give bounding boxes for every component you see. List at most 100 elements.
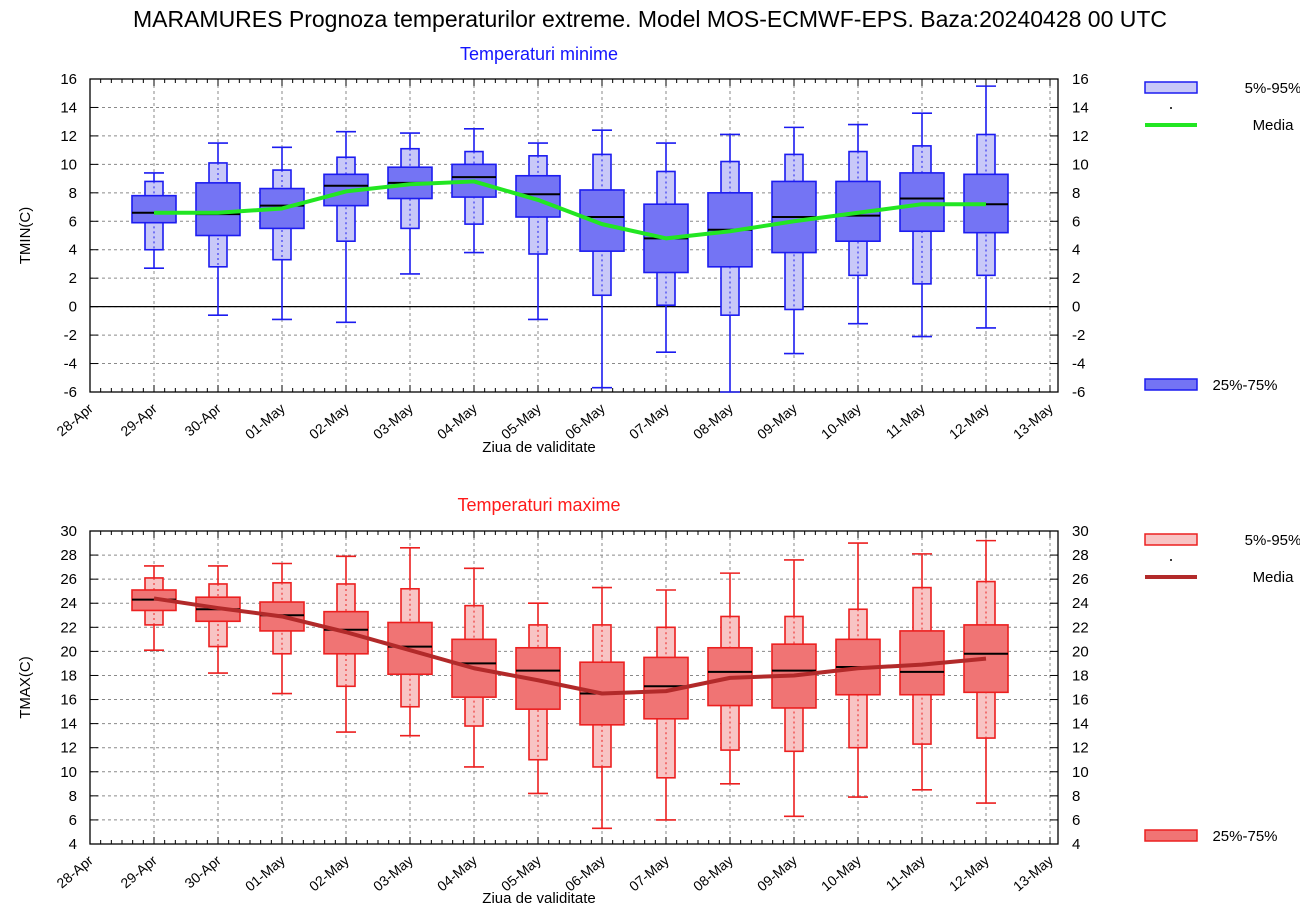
y-tick-label-right: 4 bbox=[1072, 836, 1080, 853]
box-05-May bbox=[515, 142, 561, 321]
box-09-May bbox=[771, 559, 817, 818]
x-tick-label: 04-May bbox=[434, 400, 480, 442]
x-tick-label: 05-May bbox=[498, 852, 544, 894]
x-tick-label: 08-May bbox=[690, 852, 736, 894]
y-tick-label-left: 22 bbox=[60, 619, 77, 636]
y-tick-label-right: 18 bbox=[1072, 667, 1089, 684]
legend-label-5-95: 5%-95% bbox=[1245, 80, 1300, 97]
plot-frame bbox=[89, 78, 1059, 393]
chart-panel-tmin: Temperaturi minime -6 -6 -4 -4 -2 -2 0 0 2 2 4 4 6 6 8 8… bbox=[17, 44, 1300, 456]
x-tick-label: 10-May bbox=[818, 400, 864, 442]
y-tick-label-left: 8 bbox=[69, 185, 77, 202]
y-tick-label-right: 14 bbox=[1072, 99, 1089, 116]
y-tick-label-right: 2 bbox=[1072, 270, 1080, 287]
box-06-May bbox=[579, 129, 625, 389]
legend: 5%-95% Media 25%-75% bbox=[1144, 80, 1300, 394]
box-p25-p75 bbox=[195, 182, 241, 237]
y-tick-label-left: 4 bbox=[69, 242, 77, 259]
y-tick-label-left: 14 bbox=[60, 716, 77, 733]
box-29-Apr bbox=[131, 172, 177, 270]
legend-swatch-5-95 bbox=[1144, 81, 1198, 94]
x-tick-label: 06-May bbox=[562, 400, 608, 442]
y-tick-label-left: 26 bbox=[60, 571, 77, 588]
box-p25-p75 bbox=[131, 194, 177, 224]
x-tick-label: 01-May bbox=[242, 852, 288, 894]
x-tick-label: 11-May bbox=[883, 852, 928, 894]
box-12-May bbox=[963, 539, 1009, 804]
y-tick-label-left: 6 bbox=[69, 213, 77, 230]
box-p25-p75 bbox=[323, 610, 369, 655]
y-tick-label-right: 12 bbox=[1072, 128, 1089, 145]
x-tick-label: 09-May bbox=[754, 852, 800, 894]
legend-swatch-25-75 bbox=[1144, 378, 1198, 391]
legend: 5%-95% Media 25%-75% bbox=[1144, 532, 1300, 845]
legend-dot bbox=[1170, 559, 1172, 561]
x-tick-label: 09-May bbox=[754, 400, 800, 442]
x-tick-label: 07-May bbox=[626, 400, 672, 442]
y-tick-label-right: 22 bbox=[1072, 619, 1089, 636]
y-tick-label-right: 6 bbox=[1072, 812, 1080, 829]
x-tick-label: 29-Apr bbox=[117, 400, 160, 439]
box-30-Apr bbox=[195, 142, 241, 316]
box-02-May bbox=[323, 555, 369, 733]
x-tick-label: 10-May bbox=[818, 852, 864, 894]
legend-label-25-75: 25%-75% bbox=[1212, 828, 1277, 845]
y-tick-label-left: 16 bbox=[60, 692, 77, 709]
x-tick-label: 13-May bbox=[1010, 852, 1056, 894]
x-tick-label: 28-Apr bbox=[53, 400, 96, 439]
y-tick-label-right: 16 bbox=[1072, 71, 1089, 88]
legend-dot bbox=[1170, 107, 1172, 109]
legend-swatch-25-75 bbox=[1144, 829, 1198, 842]
y-tick-label-left: -6 bbox=[64, 384, 77, 401]
y-tick-label-left: 4 bbox=[69, 836, 77, 853]
box-11-May bbox=[899, 112, 945, 338]
y-tick-label-right: 6 bbox=[1072, 213, 1080, 230]
x-tick-label: 05-May bbox=[498, 400, 544, 442]
y-tick-label-left: 28 bbox=[60, 547, 77, 564]
box-03-May bbox=[387, 132, 433, 275]
chart-title: Temperaturi maxime bbox=[457, 495, 620, 515]
y-tick-label-left: -4 bbox=[64, 356, 77, 373]
y-tick-label-right: 14 bbox=[1072, 716, 1089, 733]
y-tick-label-left: 24 bbox=[60, 595, 77, 612]
x-tick-label: 06-May bbox=[562, 852, 608, 894]
box-p25-p75 bbox=[899, 172, 945, 233]
y-tick-label-right: 0 bbox=[1072, 299, 1080, 316]
box-06-May bbox=[579, 586, 625, 830]
x-tick-label: 29-Apr bbox=[117, 852, 160, 891]
y-tick-label-left: 2 bbox=[69, 270, 77, 287]
box-05-May bbox=[515, 602, 561, 795]
y-tick-label-left: 18 bbox=[60, 667, 77, 684]
box-02-May bbox=[323, 130, 369, 324]
main-title: MARAMURES Prognoza temperaturilor extrem… bbox=[132, 6, 1168, 32]
box-07-May bbox=[643, 142, 689, 353]
x-tick-label: 03-May bbox=[370, 400, 416, 442]
x-tick-label: 28-Apr bbox=[53, 852, 96, 891]
y-tick-label-left: 20 bbox=[60, 643, 77, 660]
y-axis-label: TMAX(C) bbox=[17, 656, 34, 719]
y-tick-label-right: 10 bbox=[1072, 156, 1089, 173]
box-29-Apr bbox=[131, 565, 177, 651]
y-tick-label-right: 16 bbox=[1072, 692, 1089, 709]
x-tick-label: 12-May bbox=[946, 400, 992, 442]
x-tick-label: 04-May bbox=[434, 852, 480, 894]
legend-label-5-95: 5%-95% bbox=[1245, 532, 1300, 549]
y-tick-label-right: 20 bbox=[1072, 643, 1089, 660]
box-09-May bbox=[771, 126, 817, 355]
y-tick-label-left: 12 bbox=[60, 740, 77, 757]
x-tick-label: 11-May bbox=[883, 400, 928, 442]
box-30-Apr bbox=[195, 565, 241, 674]
box-03-May bbox=[387, 547, 433, 737]
x-tick-label: 01-May bbox=[242, 400, 288, 442]
box-07-May bbox=[643, 589, 689, 821]
y-tick-label-left: -2 bbox=[64, 327, 77, 344]
y-tick-label-right: 8 bbox=[1072, 788, 1080, 805]
box-p25-p75 bbox=[387, 621, 433, 676]
x-tick-label: 13-May bbox=[1010, 400, 1056, 442]
x-tick-label: 30-Apr bbox=[181, 400, 224, 439]
chart-panel-tmax: Temperaturi maxime 4 4 6 6 8 8 10 10 12 12 14 14 16 16… bbox=[17, 495, 1300, 907]
plot-frame bbox=[89, 530, 1059, 845]
y-tick-label-left: 30 bbox=[60, 523, 77, 540]
box-01-May bbox=[259, 562, 305, 695]
x-axis-label: Ziua de validitate bbox=[482, 890, 595, 907]
